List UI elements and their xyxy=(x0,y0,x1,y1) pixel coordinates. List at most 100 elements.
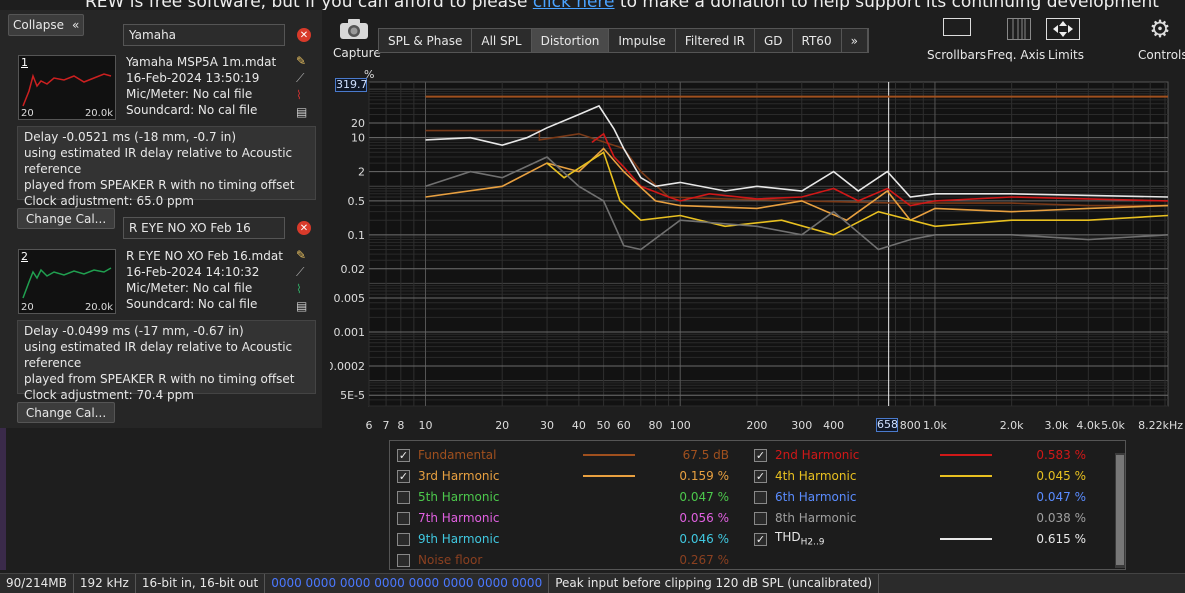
distortion-graph[interactable]: 20 10 2 0.5 0.1 0.02 0.005 0.001 0.0002 5E-5 6 7 8 10… xyxy=(330,62,1185,437)
legend-swatch xyxy=(583,538,635,540)
more-tabs-button[interactable]: » xyxy=(842,29,868,52)
legend-checkbox[interactable] xyxy=(397,511,410,525)
legend-name: THD xyxy=(775,530,801,545)
soundcard-icon[interactable]: ⌇ xyxy=(296,88,302,102)
soundcard-icon[interactable]: ⌇ xyxy=(296,282,302,296)
legend-value: 0.047 % xyxy=(679,490,729,504)
controls-label[interactable]: Controls xyxy=(1138,48,1185,62)
legend-checkbox[interactable]: ✓ xyxy=(754,469,767,483)
freq-axis-icon[interactable] xyxy=(1007,18,1031,40)
y-tick-label: 0.02 xyxy=(341,263,366,276)
legend-value: 0.046 % xyxy=(679,532,729,546)
freq-axis-label[interactable]: Freq. Axis xyxy=(987,48,1046,62)
legend-row: 6th Harmonic 0.047 % xyxy=(754,487,1094,507)
y-cursor-readout: 319.7 xyxy=(335,78,368,92)
series-thd xyxy=(425,104,1169,198)
measurement-name-field[interactable]: Yamaha xyxy=(123,24,285,46)
remove-measurement-icon[interactable]: ✕ xyxy=(297,221,311,235)
x-cursor-readout: 658 xyxy=(876,418,898,432)
measurement-thumbnail[interactable]: 1 20 20.0k xyxy=(18,55,116,120)
tab-distortion[interactable]: Distortion xyxy=(531,29,610,52)
x-tick-label: 10 xyxy=(419,419,433,432)
legend-row: ✓ 4th Harmonic 0.045 % xyxy=(754,466,1094,486)
scrollbars-icon[interactable] xyxy=(943,18,971,36)
legend-swatch xyxy=(583,475,635,477)
collapse-button[interactable]: Collapse « xyxy=(8,14,84,36)
legend-checkbox[interactable] xyxy=(754,490,767,504)
legend-checkbox[interactable]: ✓ xyxy=(397,469,410,483)
delay-line: using estimated IR delay relative to Aco… xyxy=(24,340,293,370)
legend-checkbox[interactable] xyxy=(397,553,410,567)
x-tick-label: 8.22kHz xyxy=(1138,419,1183,432)
limits-label[interactable]: Limits xyxy=(1048,48,1084,62)
legend-checkbox[interactable]: ✓ xyxy=(397,448,410,462)
scrollbars-label[interactable]: Scrollbars xyxy=(927,48,987,62)
legend-row: 9th Harmonic 0.046 % xyxy=(397,529,737,549)
legend-name: 8th Harmonic xyxy=(775,511,857,525)
legend-swatch xyxy=(940,475,992,477)
legend-checkbox[interactable] xyxy=(397,532,410,546)
legend-label: 2nd Harmonic xyxy=(775,448,935,462)
legend-label: 8th Harmonic xyxy=(775,511,935,525)
series-8th-harmonic xyxy=(425,156,1169,251)
legend-row: 8th Harmonic 0.038 % xyxy=(754,508,1094,528)
measurement-file: Yamaha MSP5A 1m.mdat xyxy=(126,55,277,69)
series-4th-harmonic xyxy=(546,151,1169,236)
thumbnail-graph xyxy=(22,267,112,299)
mic-icon[interactable]: ⟋ xyxy=(296,265,305,279)
legend-swatch xyxy=(583,454,635,456)
y-tick-label: 0.1 xyxy=(348,229,366,242)
legend-label: 7th Harmonic xyxy=(418,511,578,525)
capture-label[interactable]: Capture xyxy=(333,46,381,60)
legend-label: 4th Harmonic xyxy=(775,469,935,483)
legend-label: Fundamental xyxy=(418,448,578,462)
limits-icon[interactable] xyxy=(1046,18,1080,40)
chevron-left-icon: « xyxy=(72,18,80,32)
camera-icon[interactable] xyxy=(337,17,371,41)
legend-checkbox[interactable] xyxy=(397,490,410,504)
thumbnail-graph xyxy=(22,73,112,107)
legend-scrollbar[interactable] xyxy=(1115,453,1125,568)
legend-checkbox[interactable]: ✓ xyxy=(754,448,767,462)
tab-spl-phase[interactable]: SPL & Phase xyxy=(379,29,473,52)
measurement-name-field[interactable]: R EYE NO XO Feb 16 xyxy=(123,217,285,239)
collapse-label: Collapse xyxy=(13,18,64,32)
x-tick-label: 50 xyxy=(597,419,611,432)
legend-swatch xyxy=(940,538,992,540)
tab-gd[interactable]: GD xyxy=(755,29,793,52)
tab-rt60[interactable]: RT60 xyxy=(793,29,842,52)
change-cal-button[interactable]: Change Cal... xyxy=(17,402,115,423)
legend-checkbox[interactable]: ✓ xyxy=(754,532,767,546)
thumb-max-label: 20.0k xyxy=(84,302,113,313)
donation-link[interactable]: click here xyxy=(532,0,615,10)
legend-name: 5th Harmonic xyxy=(418,490,500,504)
edit-icon[interactable]: ✎ xyxy=(296,248,307,262)
notes-icon[interactable]: ▤ xyxy=(296,299,308,313)
tab-impulse[interactable]: Impulse xyxy=(609,29,676,52)
edit-icon[interactable]: ✎ xyxy=(296,54,307,68)
y-tick-label: 0.5 xyxy=(348,195,366,208)
tab-filtered-ir[interactable]: Filtered IR xyxy=(676,29,755,52)
change-cal-button[interactable]: Change Cal... xyxy=(17,208,115,229)
legend-name: 2nd Harmonic xyxy=(775,448,860,462)
mic-icon[interactable]: ⟋ xyxy=(296,71,305,85)
donation-banner: REW is free software, but if you can aff… xyxy=(85,0,1185,10)
legend-scroll-thumb[interactable] xyxy=(1116,455,1124,565)
delay-line: using estimated IR delay relative to Aco… xyxy=(24,146,293,176)
legend-name: 3rd Harmonic xyxy=(418,469,500,483)
legend-subscript: H2..9 xyxy=(800,537,825,548)
legend-name: 6th Harmonic xyxy=(775,490,857,504)
legend-row: ✓ 3rd Harmonic 0.159 % xyxy=(397,466,737,486)
measurement-thumbnail[interactable]: 2 20 20.0k xyxy=(18,249,116,314)
x-tick-label: 4.0k xyxy=(1076,419,1100,432)
gear-icon[interactable]: ⚙ xyxy=(1149,15,1171,43)
remove-measurement-icon[interactable]: ✕ xyxy=(297,28,311,42)
measurement-details: Yamaha MSP5A 1m.mdat 16-Feb-2024 13:50:1… xyxy=(126,54,296,118)
legend-swatch xyxy=(583,496,635,498)
tab-all-spl[interactable]: All SPL xyxy=(472,29,532,52)
notes-icon[interactable]: ▤ xyxy=(296,105,308,119)
delay-info: Delay -0.0521 ms (-18 mm, -0.7 in) using… xyxy=(17,126,316,208)
soundcard-cal: Soundcard: No cal file xyxy=(126,297,258,311)
y-tick-label: 0.005 xyxy=(334,292,366,305)
legend-checkbox[interactable] xyxy=(754,511,767,525)
